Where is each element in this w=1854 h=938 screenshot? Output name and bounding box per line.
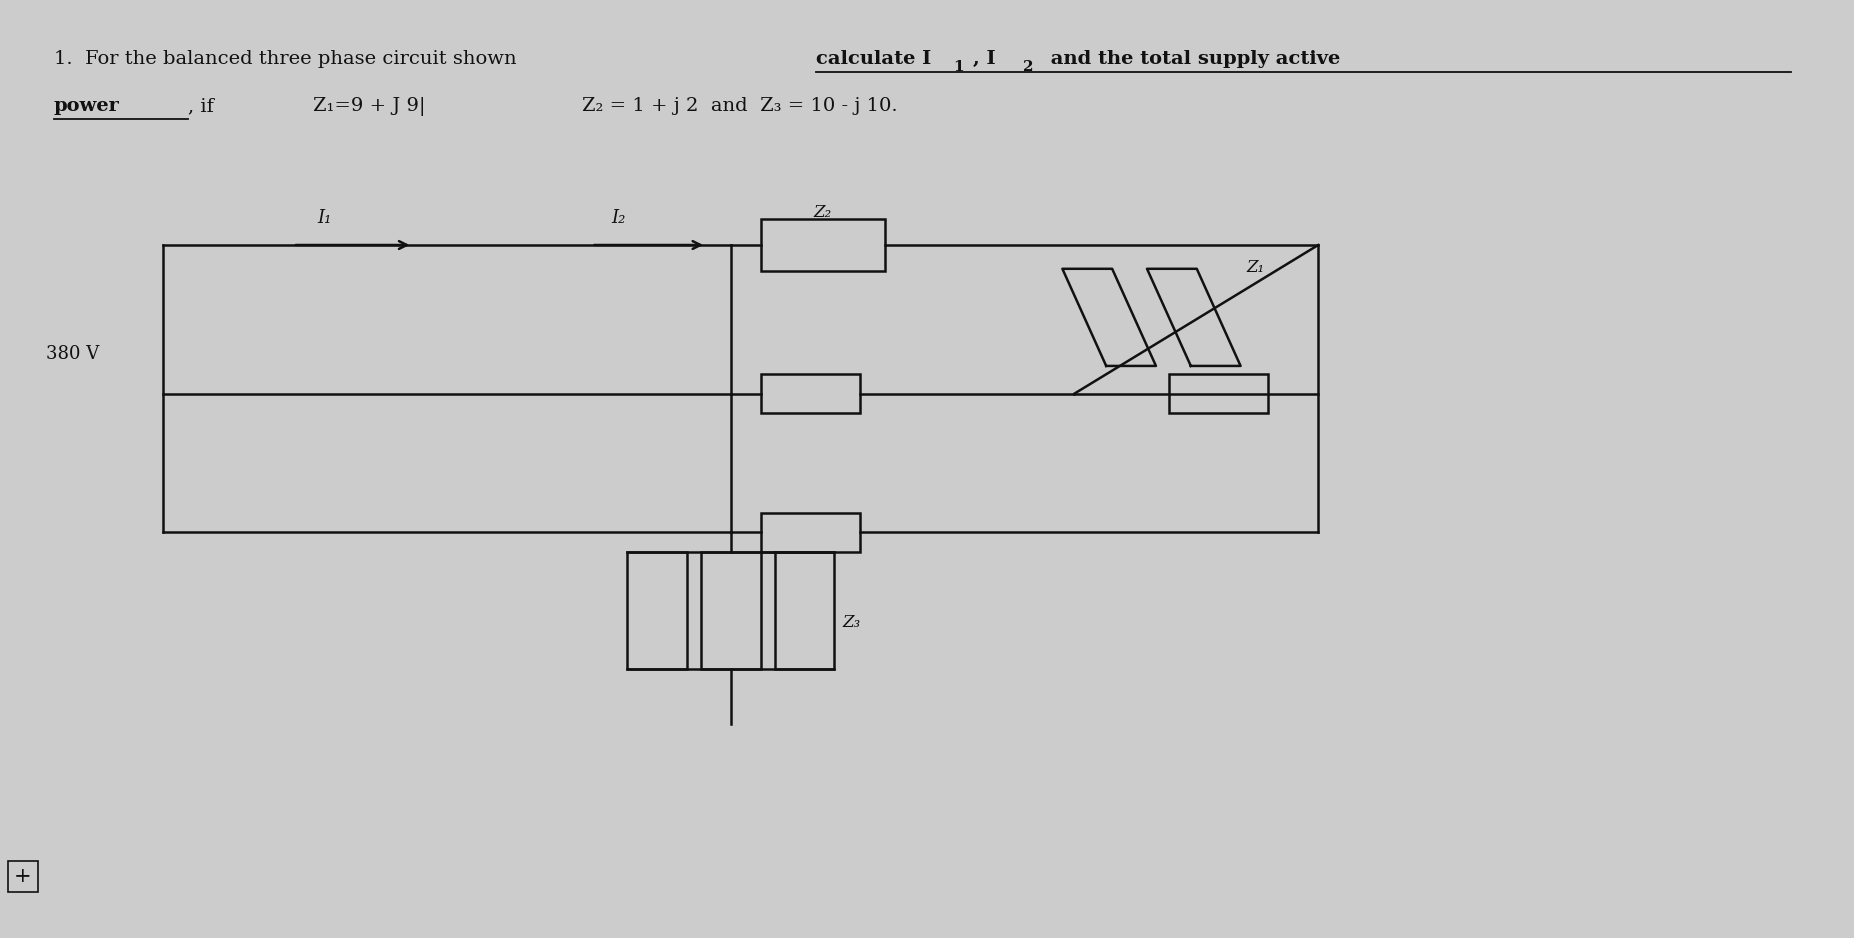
Text: I₁: I₁ xyxy=(317,209,332,227)
Text: 1.  For the balanced three phase circuit shown: 1. For the balanced three phase circuit … xyxy=(54,50,523,68)
Text: calculate I: calculate I xyxy=(816,50,931,68)
Text: 1: 1 xyxy=(953,60,964,73)
Text: 380 V: 380 V xyxy=(46,345,100,363)
Bar xyxy=(1168,374,1268,414)
Text: Z₁=9 + J 9|: Z₁=9 + J 9| xyxy=(313,98,425,116)
Text: 2: 2 xyxy=(1023,60,1033,73)
Text: power: power xyxy=(54,98,121,115)
Text: +: + xyxy=(15,868,32,886)
Bar xyxy=(760,374,860,414)
Bar xyxy=(775,552,834,669)
Bar xyxy=(627,552,688,669)
Bar xyxy=(701,552,760,669)
Bar xyxy=(760,219,884,271)
Bar xyxy=(760,512,860,552)
Text: Z₁: Z₁ xyxy=(1246,259,1264,276)
Text: Z₃: Z₃ xyxy=(842,614,860,631)
Text: Z₂: Z₂ xyxy=(814,204,832,221)
Text: , I: , I xyxy=(973,50,996,68)
Text: and the total supply active: and the total supply active xyxy=(1044,50,1340,68)
Text: , if: , if xyxy=(189,98,215,115)
Text: Z₂ = 1 + j 2  and  Z₃ = 10 - j 10.: Z₂ = 1 + j 2 and Z₃ = 10 - j 10. xyxy=(582,98,897,115)
Text: I₂: I₂ xyxy=(612,209,627,227)
